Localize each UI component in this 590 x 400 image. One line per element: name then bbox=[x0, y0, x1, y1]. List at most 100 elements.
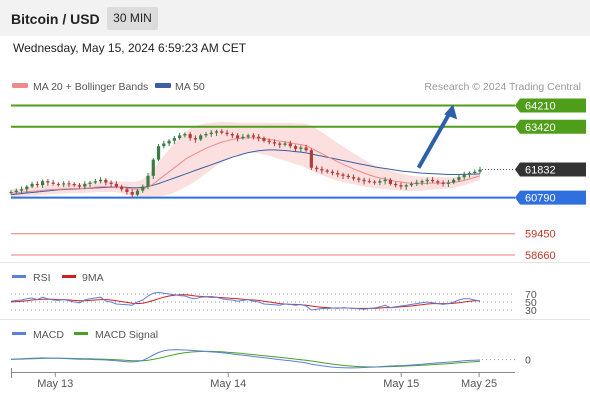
candle-body bbox=[188, 134, 192, 139]
candle-body bbox=[262, 138, 266, 141]
candle-body bbox=[172, 138, 176, 141]
forecast-arrow-head bbox=[444, 104, 458, 120]
candle-body bbox=[246, 135, 250, 137]
candle-body bbox=[135, 190, 140, 195]
rsi-ma-line bbox=[10, 294, 480, 309]
instrument-title: Bitcoin / USD bbox=[11, 11, 100, 27]
candle-body bbox=[19, 189, 24, 191]
candle-body bbox=[114, 183, 118, 187]
candle-body bbox=[72, 183, 76, 186]
candle-body bbox=[199, 135, 203, 140]
candle-body bbox=[420, 181, 424, 183]
candle-body bbox=[251, 135, 256, 137]
candle-body bbox=[220, 131, 224, 133]
candle-body bbox=[204, 134, 208, 136]
candle-body bbox=[373, 181, 377, 183]
ma20-line bbox=[10, 137, 481, 194]
x-tick-label: May 15 bbox=[383, 378, 419, 390]
candle-body bbox=[151, 159, 155, 176]
candle-body bbox=[336, 173, 340, 175]
macd-signal-line bbox=[10, 350, 481, 368]
candle-body bbox=[125, 189, 129, 192]
candle-body bbox=[309, 150, 313, 168]
candle-body bbox=[46, 181, 50, 183]
candle-body bbox=[378, 181, 382, 183]
rsi-level-label: 30 bbox=[525, 305, 537, 317]
watermark: Research © 2024 Trading Central bbox=[424, 81, 581, 93]
level-tag-63420 bbox=[515, 119, 586, 134]
candle-body bbox=[104, 179, 108, 183]
chart-datetime: Wednesday, May 15, 2024 6:59:23 AM CET bbox=[13, 41, 247, 55]
candle-body bbox=[225, 132, 229, 135]
candle-body bbox=[41, 181, 45, 186]
legend-label-rsi: RSI bbox=[33, 272, 51, 284]
candle-body bbox=[193, 138, 198, 140]
legend-swatch-ma50 bbox=[155, 83, 171, 88]
candle-body bbox=[425, 179, 429, 182]
candle-body bbox=[351, 177, 356, 179]
candle-body bbox=[67, 183, 71, 185]
candle-body bbox=[30, 183, 34, 187]
candle-body bbox=[283, 143, 287, 145]
legend-label-macd-signal: MACD Signal bbox=[95, 329, 158, 341]
candle-body bbox=[436, 181, 440, 183]
level-label-60790: 60790 bbox=[525, 193, 556, 205]
candle-body bbox=[56, 183, 61, 185]
candle-body bbox=[430, 179, 435, 182]
legend-swatch-rsi-ma bbox=[62, 275, 76, 278]
candle-body bbox=[241, 136, 245, 139]
legend-label-ma20: MA 20 + Bollinger Bands bbox=[33, 81, 148, 93]
legend-swatch-ma20 bbox=[12, 83, 28, 88]
x-tick-label: May 13 bbox=[37, 378, 73, 390]
level-tag-64210 bbox=[515, 98, 586, 113]
candle-body bbox=[214, 131, 219, 133]
legend-label-macd: MACD bbox=[33, 329, 64, 341]
x-tick-label: May 25 bbox=[461, 378, 497, 390]
candle-body bbox=[62, 183, 66, 185]
candle-body bbox=[209, 132, 213, 135]
candle-body bbox=[141, 186, 145, 191]
candle-body bbox=[267, 140, 271, 143]
candle-body bbox=[278, 143, 282, 145]
candle-body bbox=[362, 179, 366, 182]
candle-body bbox=[178, 135, 182, 139]
candle-body bbox=[452, 179, 456, 183]
level-tag-61832 bbox=[515, 162, 586, 177]
timeframe-badge[interactable]: 30 MIN bbox=[107, 7, 158, 30]
candle-body bbox=[156, 146, 161, 160]
candle-body bbox=[130, 191, 134, 195]
candle-body bbox=[462, 174, 466, 178]
candle-body bbox=[9, 191, 13, 193]
candle-body bbox=[51, 182, 55, 184]
candle-body bbox=[120, 186, 124, 190]
level-label-63420: 63420 bbox=[525, 122, 556, 134]
candle-body bbox=[441, 182, 445, 184]
rsi-line bbox=[10, 291, 481, 311]
candle-body bbox=[109, 182, 113, 184]
candle-body bbox=[457, 177, 461, 180]
candle-body bbox=[288, 143, 292, 147]
candle-body bbox=[404, 185, 408, 187]
level-label-64210: 64210 bbox=[525, 101, 556, 113]
legend-swatch-macd-signal bbox=[74, 332, 88, 335]
candle-body bbox=[383, 179, 387, 182]
candle-body bbox=[330, 171, 335, 174]
bollinger-band bbox=[11, 121, 480, 199]
candle-body bbox=[77, 185, 82, 187]
candle-body bbox=[399, 185, 403, 187]
candle-body bbox=[409, 183, 414, 186]
candle-body bbox=[415, 182, 419, 184]
macd-zero-label: 0 bbox=[525, 355, 531, 367]
candle-body bbox=[146, 175, 150, 187]
candle-body bbox=[235, 135, 240, 139]
legend-label-ma50: MA 50 bbox=[175, 81, 205, 93]
candle-body bbox=[341, 174, 345, 176]
legend-label-rsi-ma: 9MA bbox=[82, 272, 104, 284]
level-label-59450: 59450 bbox=[525, 229, 556, 241]
candle-body bbox=[183, 134, 187, 136]
candle-body bbox=[367, 181, 371, 183]
candle-body bbox=[25, 186, 29, 190]
legend-swatch-macd bbox=[12, 332, 26, 335]
candle-body bbox=[98, 179, 103, 182]
